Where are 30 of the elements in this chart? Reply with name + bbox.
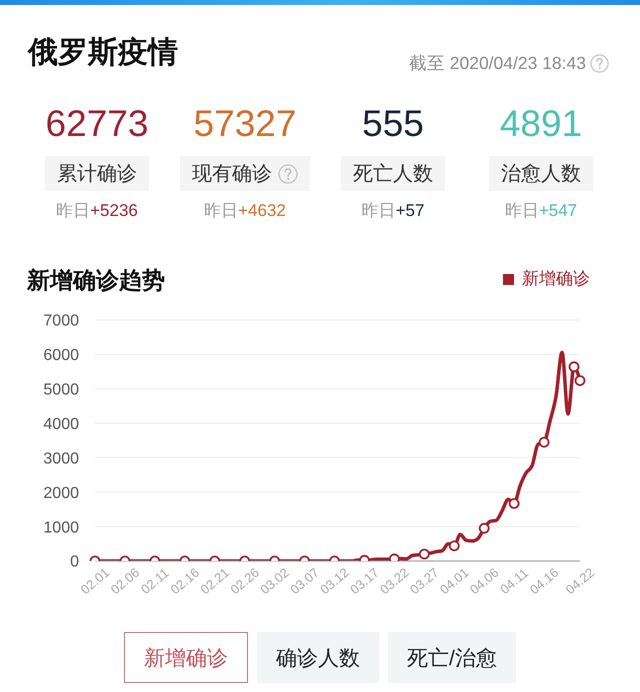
data-label: 62773 bbox=[46, 102, 148, 146]
category-label: 治愈人数 bbox=[501, 162, 581, 187]
text: 新增确诊 bbox=[144, 646, 228, 672]
text: 昨日+5236 bbox=[56, 201, 138, 220]
y-tick-label: 4000 bbox=[43, 416, 80, 433]
y-tick-label: 6000 bbox=[43, 347, 80, 364]
point bbox=[538, 436, 550, 448]
data-label: 4891 bbox=[500, 102, 582, 146]
category-label: 死亡人数 bbox=[353, 162, 433, 187]
text: 截至 2020/04/23 18:43 bbox=[408, 52, 586, 75]
text: 昨日+57 bbox=[362, 201, 424, 220]
y-tick-label: 7000 bbox=[43, 312, 80, 330]
data-label: 555 bbox=[362, 102, 424, 146]
legend-label: 新增确诊 bbox=[522, 268, 590, 290]
text: 死亡/治愈 bbox=[407, 646, 497, 672]
y-tick-label: 1000 bbox=[43, 519, 80, 536]
category-label: 累计确诊 bbox=[57, 162, 137, 187]
text: 昨日+4632 bbox=[204, 201, 286, 220]
data-label: 57327 bbox=[194, 102, 296, 146]
y-tick-label: 3000 bbox=[43, 450, 80, 468]
text: 确诊人数 bbox=[276, 646, 360, 672]
point bbox=[568, 361, 580, 372]
category-label: 现有确诊 bbox=[192, 162, 272, 187]
point bbox=[574, 375, 586, 386]
y-tick-label: 5000 bbox=[43, 382, 80, 399]
y-tick-label: 0 bbox=[70, 554, 80, 571]
text: 俄罗斯疫情 bbox=[28, 36, 178, 69]
text: 昨日+547 bbox=[504, 201, 578, 220]
chart-title: 新增确诊趋势 bbox=[27, 267, 165, 293]
y-tick-label: 2000 bbox=[43, 484, 80, 502]
